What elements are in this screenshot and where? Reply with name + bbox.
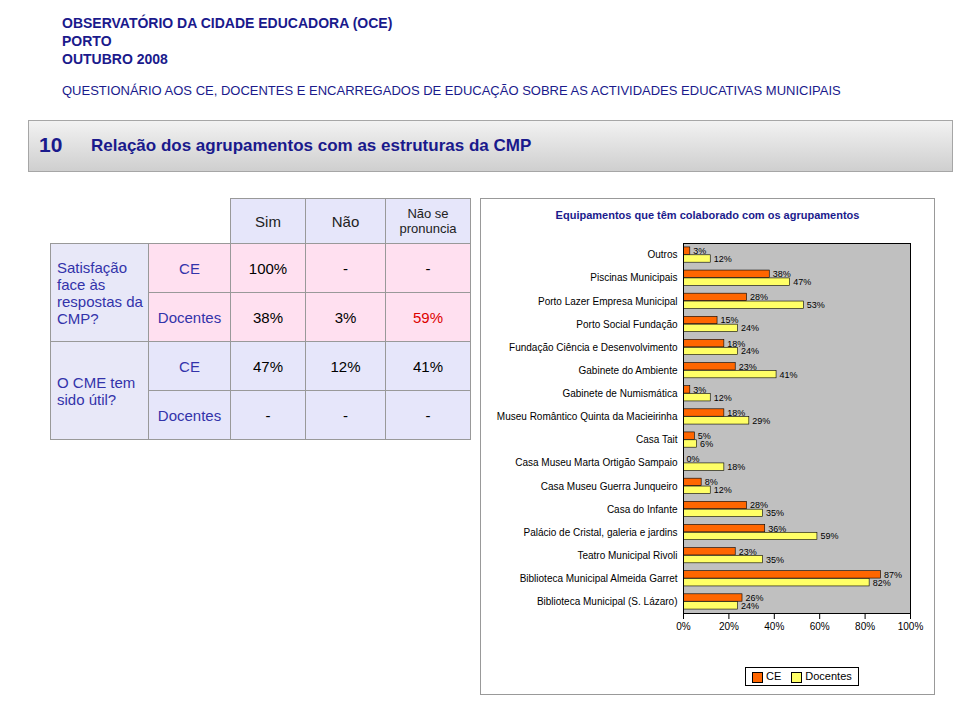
html-text:PORTO: PORTO: [62, 33, 112, 49]
svg-text:26%: 26%: [745, 592, 764, 603]
html-text:Não se pronuncia: Não se pronuncia: [399, 206, 457, 236]
svg-text:53%: 53%: [807, 300, 825, 310]
svg-text:29%: 29%: [752, 416, 770, 426]
svg-text:Piscinas Municipais: Piscinas Municipais: [590, 272, 677, 283]
svg-text:60%: 60%: [810, 621, 830, 632]
svg-text:Teatro Municipal Rivoli: Teatro Municipal Rivoli: [577, 550, 677, 561]
svg-text:Museu Romântico Quinta da Maci: Museu Romântico Quinta da Macieirinha: [497, 411, 678, 422]
svg-text:87%: 87%: [884, 569, 902, 580]
html-text:41%: 41%: [413, 357, 443, 375]
html-text:47%: 47%: [253, 357, 283, 375]
svg-text:0%: 0%: [676, 621, 691, 632]
svg-text:Porto Lazer Empresa Municipal: Porto Lazer Empresa Municipal: [538, 296, 678, 307]
svg-text:41%: 41%: [780, 369, 798, 379]
svg-text:Biblioteca Municipal (S. Lázar: Biblioteca Municipal (S. Lázaro): [537, 596, 678, 607]
svg-text:18%: 18%: [727, 408, 745, 418]
svg-text:40%: 40%: [764, 621, 784, 632]
html-text:O CME tem sido útil?: O CME tem sido útil?: [57, 373, 136, 408]
svg-text:15%: 15%: [721, 315, 739, 325]
svg-text:6%: 6%: [700, 439, 713, 449]
svg-text:Outros: Outros: [647, 249, 677, 260]
html-text:10: 10: [39, 133, 63, 156]
svg-text:18%: 18%: [727, 338, 746, 349]
html-text:OUTUBRO 2008: OUTUBRO 2008: [62, 51, 168, 67]
svg-text:8%: 8%: [704, 477, 718, 488]
html-text:CE: CE: [179, 259, 200, 277]
html-text:CE: CE: [179, 357, 200, 375]
svg-text:12%: 12%: [714, 485, 732, 495]
svg-text:Casa do Infante: Casa do Infante: [607, 504, 678, 515]
svg-text:12%: 12%: [714, 254, 732, 264]
svg-text:5%: 5%: [697, 431, 711, 441]
svg-text:82%: 82%: [873, 578, 891, 588]
svg-text:36%: 36%: [768, 524, 786, 534]
svg-text:23%: 23%: [739, 547, 757, 557]
svg-text:20%: 20%: [719, 621, 739, 632]
svg-text:24%: 24%: [741, 323, 759, 333]
svg-text:23%: 23%: [739, 362, 757, 372]
html-text:3%: 3%: [334, 308, 357, 326]
html-text:59%: 59%: [413, 308, 443, 326]
html-text:OBSERVATÓRIO DA CIDADE EDUCADO: OBSERVATÓRIO DA CIDADE EDUCADORA (OCE): [62, 15, 393, 31]
svg-text:Casa Museu Guerra Junqueiro: Casa Museu Guerra Junqueiro: [541, 481, 678, 492]
svg-text:Gabinete de Numismática: Gabinete de Numismática: [562, 388, 677, 399]
svg-text:28%: 28%: [750, 500, 769, 511]
html-text:100%: 100%: [248, 259, 288, 277]
svg-text:80%: 80%: [855, 621, 875, 632]
html-text:Docentes: Docentes: [157, 406, 222, 424]
html-text:Equipamentos que têm colaborad: Equipamentos que têm colaborado com os a…: [555, 209, 860, 221]
svg-text:24%: 24%: [741, 346, 759, 356]
svg-text:Palácio de Cristal, galeria e: Palácio de Cristal, galeria e jardins: [524, 527, 678, 538]
svg-text:Gabinete do Ambiente: Gabinete do Ambiente: [579, 365, 678, 376]
html-text:QUESTIONÁRIO AOS CE, DOCENTES: QUESTIONÁRIO AOS CE, DOCENTES E ENCARREG…: [62, 83, 841, 98]
svg-text:18%: 18%: [727, 462, 745, 472]
svg-text:12%: 12%: [714, 393, 732, 403]
svg-text:Casa Tait: Casa Tait: [636, 434, 678, 445]
svg-text:3%: 3%: [693, 385, 706, 395]
svg-text:0%: 0%: [687, 454, 700, 464]
svg-text:47%: 47%: [793, 277, 811, 287]
html-text:Docentes: Docentes: [805, 670, 852, 682]
html-text:Sim: Sim: [255, 212, 281, 230]
svg-text:Biblioteca Municipal Almeida G: Biblioteca Municipal Almeida Garret: [520, 573, 678, 584]
svg-text:Porto Social Fundação: Porto Social Fundação: [576, 319, 678, 330]
svg-text:Casa Museu Marta Ortigão Sampa: Casa Museu Marta Ortigão Sampaio: [515, 457, 678, 468]
svg-text:35%: 35%: [766, 554, 784, 564]
html-text:12%: 12%: [330, 357, 361, 375]
svg-text:Fundação Ciência e Desenvolvim: Fundação Ciência e Desenvolvimento: [509, 342, 678, 353]
svg-text:28%: 28%: [750, 292, 768, 302]
svg-text:100%: 100%: [898, 621, 924, 632]
svg-text:38%: 38%: [773, 269, 791, 279]
svg-text:24%: 24%: [741, 601, 759, 611]
html-text:Satisfação face às respostas d: Satisfação face às respostas da CMP?: [57, 258, 143, 327]
svg-text:59%: 59%: [820, 531, 838, 541]
html-text:Não: Não: [331, 212, 360, 230]
html-text:Docentes: Docentes: [157, 308, 222, 326]
svg-text:35%: 35%: [766, 508, 784, 518]
html-text:Relação dos agrupamentos com a: Relação dos agrupamentos com as estrutur…: [91, 136, 532, 155]
html-text:38%: 38%: [253, 308, 283, 326]
svg-text:3%: 3%: [693, 246, 706, 256]
html-text:CE: CE: [766, 670, 782, 682]
